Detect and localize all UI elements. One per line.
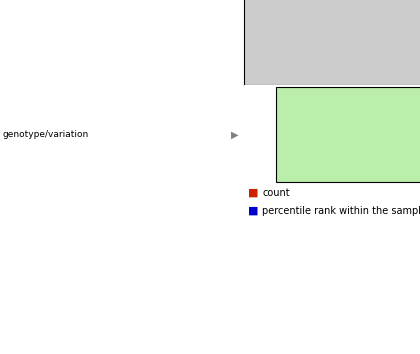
Bar xyxy=(276,87,420,182)
Text: genotype/variation: genotype/variation xyxy=(2,130,88,139)
Text: ■: ■ xyxy=(248,188,258,198)
Text: ▶: ▶ xyxy=(231,130,239,139)
Text: percentile rank within the sample: percentile rank within the sample xyxy=(262,206,420,216)
Text: ■: ■ xyxy=(248,206,258,216)
Text: count: count xyxy=(262,188,290,198)
